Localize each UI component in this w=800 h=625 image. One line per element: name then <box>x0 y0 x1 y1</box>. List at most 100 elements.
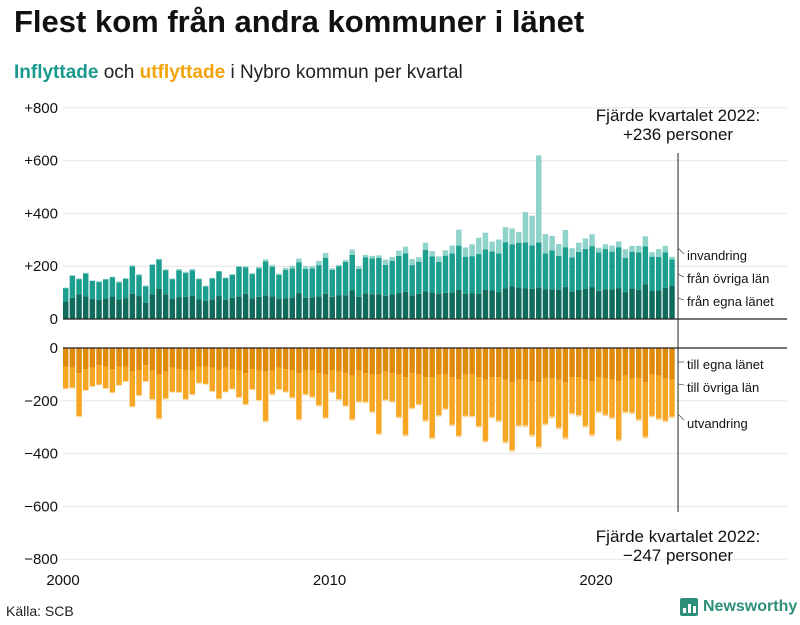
bar-out-0 <box>302 348 309 371</box>
bar-out-1 <box>516 379 522 426</box>
bar-out-1 <box>182 370 189 399</box>
bar-out-2 <box>236 397 242 399</box>
bar-out-2 <box>82 389 89 391</box>
bar-out-0 <box>596 348 602 378</box>
bar-out-1 <box>63 366 69 389</box>
bar-out-1 <box>402 377 409 435</box>
source-note: Källa: SCB <box>6 603 74 619</box>
bar-out-2 <box>316 405 322 407</box>
bar-in-0 <box>256 296 262 319</box>
bar-in-1 <box>189 270 196 296</box>
bar-in-0 <box>635 289 642 319</box>
bar-in-1 <box>82 273 89 297</box>
bar-in-1 <box>409 265 415 296</box>
bar-in-0 <box>389 294 395 319</box>
bar-in-2 <box>102 278 109 280</box>
bar-in-0 <box>382 295 389 319</box>
bar-in-0 <box>582 288 589 319</box>
bar-out-2 <box>262 420 269 423</box>
bar-in-2 <box>622 249 629 258</box>
bar-out-0 <box>542 348 549 379</box>
bar-in-0 <box>349 290 355 319</box>
bar-in-0 <box>209 299 216 319</box>
legend-connector <box>677 297 685 301</box>
bar-in-0 <box>529 288 535 319</box>
bar-out-1 <box>442 374 449 409</box>
bar-in-0 <box>489 290 495 319</box>
bar-out-1 <box>609 379 615 418</box>
bar-in-1 <box>389 260 395 295</box>
bar-out-0 <box>82 348 89 370</box>
bar-in-0 <box>236 296 242 319</box>
bar-out-0 <box>182 348 189 371</box>
bar-in-0 <box>136 296 142 319</box>
bar-out-1 <box>629 378 635 413</box>
x-tick-label: 2000 <box>46 572 79 589</box>
bar-in-2 <box>522 212 529 243</box>
y-tick-label: +600 <box>24 153 58 170</box>
bar-in-0 <box>262 295 269 319</box>
bar-out-2 <box>269 393 276 396</box>
bar-in-1 <box>356 268 362 297</box>
bar-out-0 <box>556 348 562 380</box>
bar-in-0 <box>122 298 129 319</box>
bar-in-0 <box>482 289 489 319</box>
bar-out-2 <box>96 384 102 386</box>
bar-in-0 <box>142 302 149 319</box>
bar-out-2 <box>129 406 136 408</box>
bar-out-2 <box>496 420 502 423</box>
bar-out-2 <box>336 398 342 401</box>
bar-out-2 <box>342 405 349 407</box>
bar-out-1 <box>122 366 129 382</box>
bar-in-0 <box>516 287 522 319</box>
bar-out-2 <box>549 416 555 419</box>
bar-out-0 <box>202 348 209 367</box>
bar-out-0 <box>349 348 355 376</box>
bar-out-0 <box>249 348 256 370</box>
bar-out-0 <box>196 348 202 367</box>
bar-out-2 <box>662 420 669 423</box>
bar-in-1 <box>502 242 509 289</box>
bar-out-1 <box>482 379 489 441</box>
bar-in-1 <box>422 249 429 292</box>
bar-out-0 <box>576 348 582 378</box>
bar-in-0 <box>342 295 349 319</box>
bar-out-1 <box>156 374 162 419</box>
bar-in-1 <box>556 255 562 290</box>
bar-out-0 <box>635 348 642 379</box>
bar-in-2 <box>496 239 502 254</box>
bar-out-0 <box>402 348 409 378</box>
bar-out-1 <box>556 379 562 428</box>
bar-in-2 <box>629 245 635 252</box>
bar-out-1 <box>302 370 309 395</box>
bar-in-0 <box>222 299 229 319</box>
bar-in-0 <box>202 301 209 319</box>
bar-out-0 <box>162 348 169 372</box>
bar-in-0 <box>456 289 462 319</box>
bar-in-2 <box>122 278 129 279</box>
bar-out-0 <box>476 348 482 378</box>
bar-in-1 <box>282 269 289 299</box>
bar-in-2 <box>129 265 136 267</box>
bar-in-1 <box>182 273 189 297</box>
bar-in-2 <box>569 248 575 258</box>
bar-in-2 <box>615 241 622 248</box>
subtitle-utflyttade: utflyttade <box>139 62 226 83</box>
bar-out-1 <box>456 379 462 436</box>
bar-in-2 <box>269 264 276 267</box>
bar-out-1 <box>269 370 276 394</box>
bar-out-0 <box>289 348 295 371</box>
bar-out-1 <box>496 377 502 421</box>
bar-in-2 <box>502 227 509 243</box>
bar-out-1 <box>382 371 389 400</box>
bar-out-1 <box>109 369 116 393</box>
bar-in-2 <box>416 257 422 262</box>
bar-in-0 <box>562 287 569 319</box>
bar-in-1 <box>469 256 475 294</box>
legend-connector <box>677 383 685 386</box>
bar-out-1 <box>376 374 382 434</box>
bar-out-1 <box>176 369 182 393</box>
bar-in-0 <box>402 291 409 319</box>
bar-in-0 <box>176 297 182 319</box>
